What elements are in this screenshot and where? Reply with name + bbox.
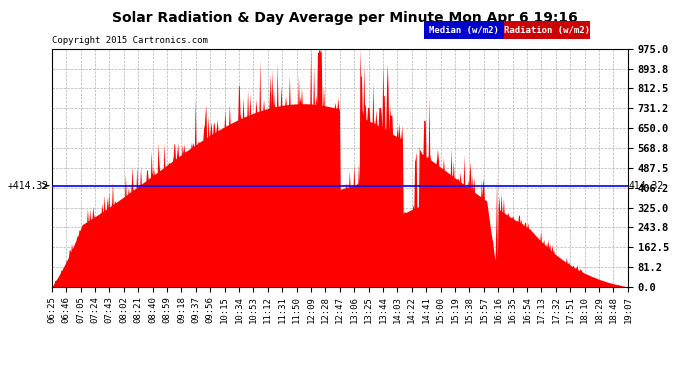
Text: 414.32: 414.32 [629, 181, 664, 190]
Text: +414.32: +414.32 [7, 181, 48, 190]
Text: Median (w/m2): Median (w/m2) [429, 26, 499, 35]
Text: Solar Radiation & Day Average per Minute Mon Apr 6 19:16: Solar Radiation & Day Average per Minute… [112, 11, 578, 25]
Text: Radiation (w/m2): Radiation (w/m2) [504, 26, 590, 35]
Text: Copyright 2015 Cartronics.com: Copyright 2015 Cartronics.com [52, 36, 208, 45]
